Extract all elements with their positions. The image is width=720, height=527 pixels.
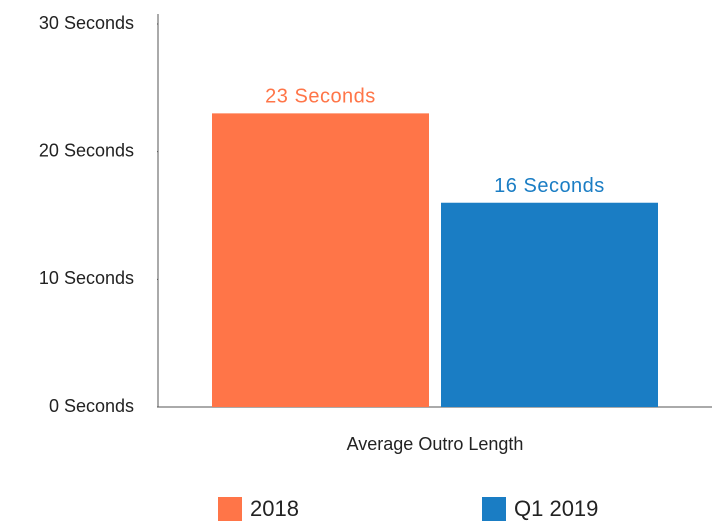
y-tick-label: 20 Seconds [39, 140, 134, 160]
y-tick-label: 30 Seconds [39, 13, 134, 33]
legend-label: Q1 2019 [514, 496, 598, 521]
y-tick-label: 10 Seconds [39, 268, 134, 288]
legend-label: 2018 [250, 496, 299, 521]
bar [212, 113, 429, 407]
value-label: 23 Seconds [265, 86, 376, 108]
legend-swatch [482, 497, 506, 521]
legend-swatch [218, 497, 242, 521]
x-tick-label: Average Outro Length [347, 434, 524, 454]
bar [441, 202, 658, 407]
y-tick-label: 0 Seconds [49, 396, 134, 416]
value-label: 16 Seconds [494, 175, 605, 197]
